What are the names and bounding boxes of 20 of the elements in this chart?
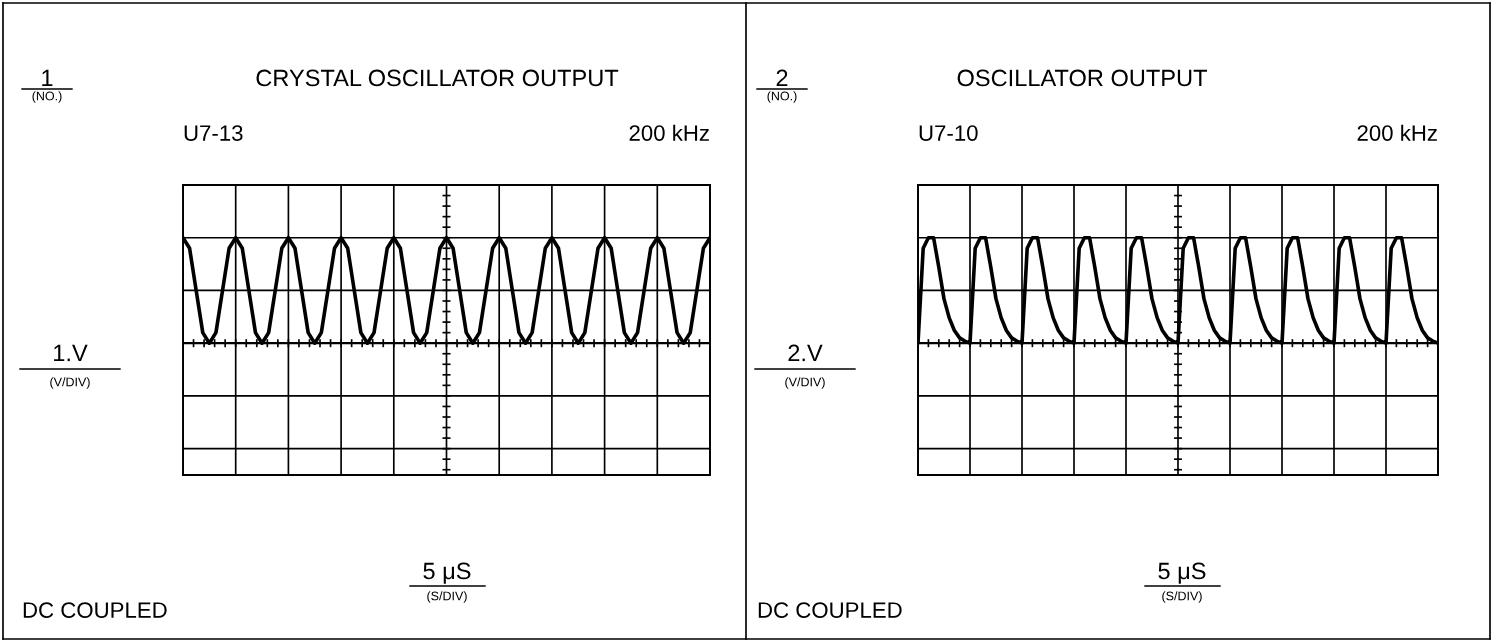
x-axis-title: 5 μS [1158, 562, 1206, 584]
text: DC COUPLED [758, 602, 902, 618]
chart-title: OSCILLATOR OUTPUT [957, 69, 1207, 87]
text: U7-13 [184, 125, 243, 141]
chart-title: CRYSTAL OSCILLATOR OUTPUT [256, 69, 619, 87]
text: U7-10 [919, 125, 978, 141]
y-axis-title: 1.V [54, 344, 88, 362]
y-axis-title: 2.V [788, 344, 823, 362]
text: DC COUPLED [23, 602, 167, 618]
text: (S/DIV) [1162, 591, 1202, 603]
text: 200 kHz [1357, 124, 1437, 141]
text: (V/DIV) [50, 377, 90, 389]
text: 2 [776, 69, 788, 87]
text: 200 kHz [629, 124, 709, 141]
text: 1 [42, 69, 53, 87]
text: (V/DIV) [785, 377, 825, 389]
text: (NO.) [767, 91, 797, 103]
x-axis-title: 5 μS [423, 562, 471, 584]
text: (NO.) [32, 91, 62, 103]
text: (S/DIV) [427, 591, 467, 603]
